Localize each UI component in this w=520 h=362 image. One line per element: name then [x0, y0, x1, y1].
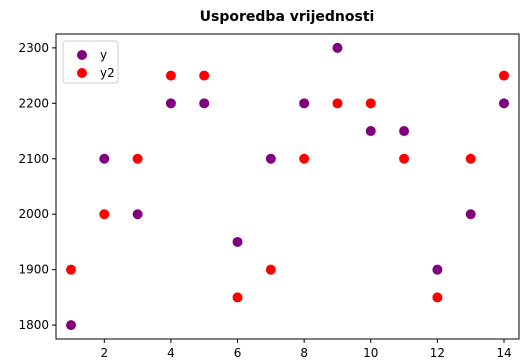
point-y2	[332, 98, 343, 109]
point-y	[332, 42, 343, 53]
point-y	[99, 153, 110, 164]
point-y	[399, 126, 410, 137]
point-y	[232, 236, 243, 247]
point-y2	[432, 292, 443, 303]
legend: y y2	[62, 40, 119, 84]
point-y	[65, 320, 76, 331]
legend-marker-y2	[77, 68, 87, 78]
x-tick-label: 10	[363, 346, 378, 360]
y-tick-label: 1800	[18, 318, 49, 332]
point-y	[299, 98, 310, 109]
x-tick-label: 6	[234, 346, 242, 360]
y-tick-label: 2000	[18, 207, 49, 221]
legend-label-y: y	[100, 48, 107, 62]
point-y	[499, 98, 510, 109]
y-axis: 1800 1900 2000 2100 2200 2300	[18, 41, 56, 332]
point-y	[132, 209, 143, 220]
x-tick-label: 14	[496, 346, 511, 360]
point-y2	[165, 70, 176, 81]
point-y	[432, 264, 443, 275]
x-tick-label: 8	[300, 346, 308, 360]
legend-label-y2: y2	[100, 66, 115, 80]
y-tick-label: 1900	[18, 263, 49, 277]
data-points	[65, 42, 510, 331]
chart-title: Usporedba vrijednosti	[200, 9, 375, 25]
y-tick-label: 2200	[18, 96, 49, 110]
point-y2	[99, 209, 110, 220]
point-y	[199, 98, 210, 109]
plot-frame	[55, 33, 520, 340]
legend-marker-y	[77, 50, 87, 60]
x-tick-label: 4	[167, 346, 175, 360]
y-tick-label: 2100	[18, 152, 49, 166]
point-y2	[365, 98, 376, 109]
y-tick-label: 2300	[18, 41, 49, 55]
point-y	[265, 153, 276, 164]
point-y2	[299, 153, 310, 164]
point-y2	[132, 153, 143, 164]
x-tick-label: 12	[430, 346, 445, 360]
point-y2	[399, 153, 410, 164]
point-y2	[499, 70, 510, 81]
point-y	[165, 98, 176, 109]
point-y2	[65, 264, 76, 275]
point-y	[365, 126, 376, 137]
point-y2	[232, 292, 243, 303]
point-y2	[199, 70, 210, 81]
point-y2	[465, 153, 476, 164]
legend-box	[62, 40, 119, 84]
x-axis: 2 4 6 8 10 12 14	[100, 339, 512, 360]
x-tick-label: 2	[100, 346, 108, 360]
point-y2	[265, 264, 276, 275]
point-y	[465, 209, 476, 220]
